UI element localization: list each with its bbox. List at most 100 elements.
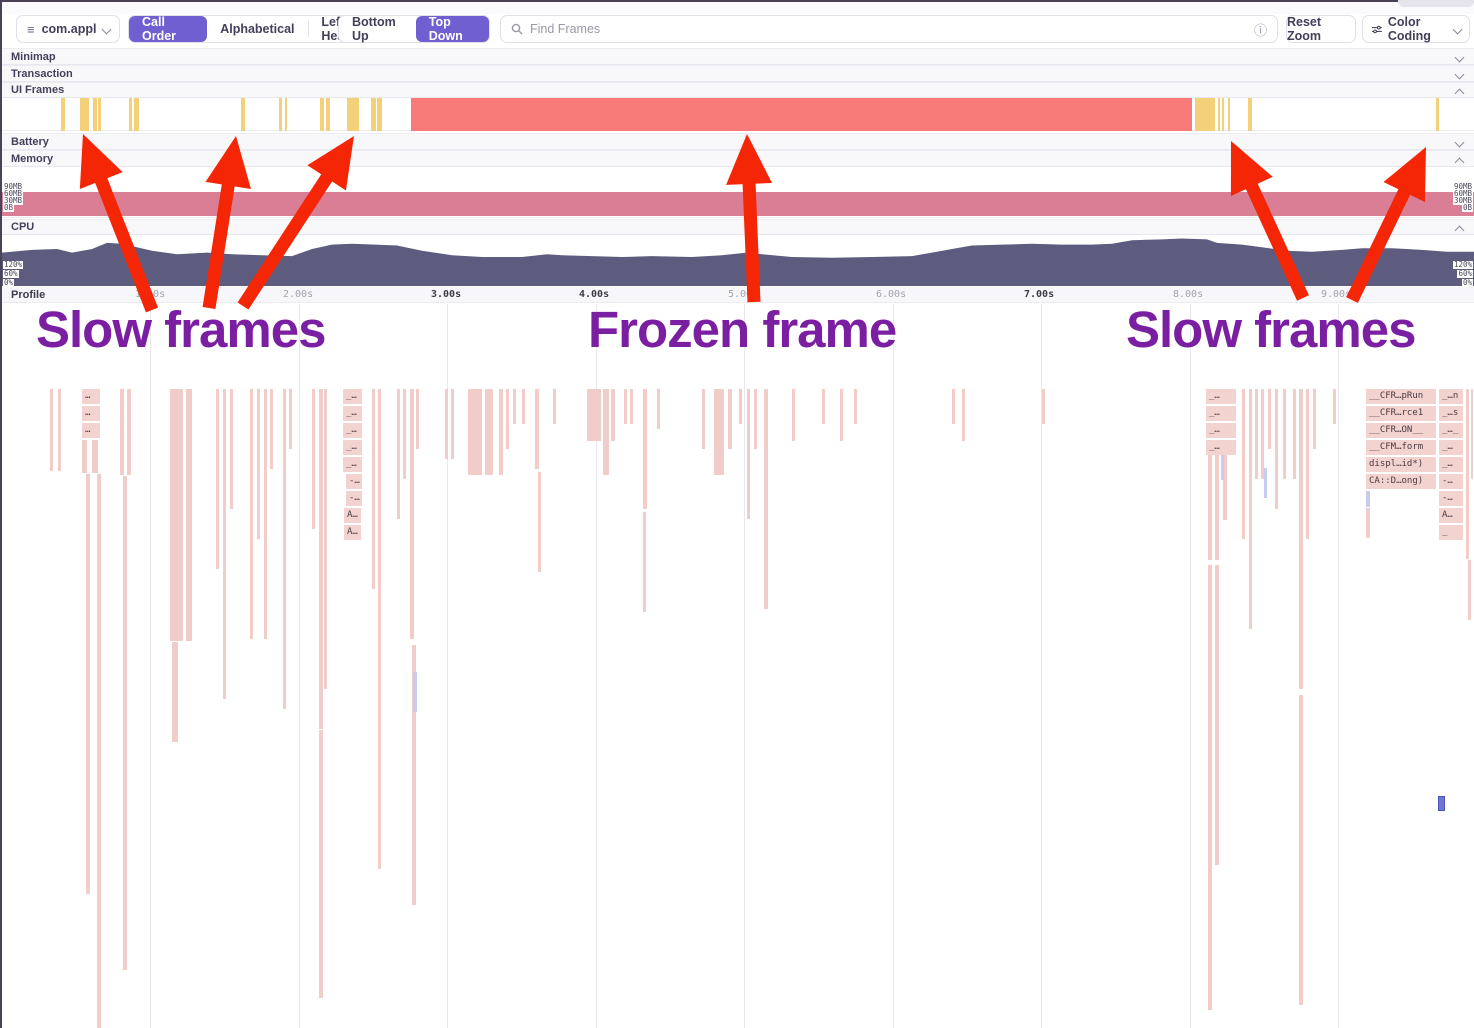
flame-frame[interactable] (413, 672, 417, 712)
flame-frame[interactable] (416, 389, 419, 449)
flame-frame[interactable] (1299, 695, 1303, 1005)
flame-frame-labeled[interactable]: -… (1439, 474, 1463, 489)
slow-frame-bar[interactable] (285, 98, 287, 131)
flame-frame-labeled[interactable]: _… (343, 389, 362, 404)
flame-frame[interactable] (378, 389, 381, 869)
flame-frame[interactable] (1366, 508, 1370, 538)
flame-frame-labeled[interactable]: displ…id*) (1366, 457, 1436, 472)
slow-frame-bar[interactable] (1195, 98, 1215, 131)
flame-frame-labeled[interactable]: _…_ (1439, 423, 1463, 438)
flame-frame[interactable] (499, 389, 503, 475)
slow-frame-bar[interactable] (1436, 98, 1439, 131)
flame-frame-labeled[interactable]: _… (343, 423, 362, 438)
flame-frame[interactable] (270, 389, 273, 469)
flame-frame[interactable] (553, 389, 556, 424)
flame-frame-labeled[interactable]: … (82, 423, 100, 438)
info-icon[interactable]: ⓘ (1253, 23, 1267, 39)
flame-frame[interactable] (702, 389, 705, 449)
flame-frame[interactable] (1215, 565, 1219, 865)
flame-frame[interactable] (1275, 389, 1278, 509)
slow-frame-bar[interactable] (347, 98, 359, 131)
slow-frame-bar[interactable] (1222, 98, 1224, 131)
flame-frame[interactable] (513, 389, 516, 424)
flame-frame[interactable] (319, 730, 323, 998)
flame-frame[interactable] (1223, 440, 1227, 520)
chevron-down-icon[interactable] (1456, 138, 1464, 146)
flame-frame[interactable] (412, 645, 416, 905)
flame-frame[interactable] (1468, 560, 1471, 620)
flame-frame-labeled[interactable]: A… (344, 525, 361, 540)
chevron-up-icon[interactable] (1456, 155, 1464, 163)
flame-frame[interactable] (82, 440, 87, 473)
track-transaction[interactable]: Transaction (2, 65, 1474, 82)
flame-frame[interactable] (1366, 491, 1370, 507)
find-frames-input[interactable]: Find Frames ⓘ (500, 15, 1278, 43)
flame-frame[interactable] (506, 389, 509, 449)
flame-frame[interactable] (1438, 796, 1445, 811)
flame-frame-labeled[interactable]: __CFR…rce1 (1366, 406, 1436, 421)
flame-frame[interactable] (840, 389, 843, 441)
flame-frame[interactable] (372, 389, 375, 589)
flame-frame[interactable] (451, 389, 454, 459)
flame-frame[interactable] (230, 389, 233, 509)
flame-frame[interactable] (1268, 389, 1271, 449)
flame-frame[interactable] (962, 389, 965, 441)
flame-frame-labeled[interactable]: A… (1439, 508, 1463, 523)
flame-frame[interactable] (264, 389, 267, 639)
flame-frame[interactable] (1283, 389, 1286, 479)
flame-frame[interactable] (754, 389, 757, 449)
flame-frame[interactable] (624, 389, 627, 424)
flame-frame[interactable] (728, 389, 732, 449)
flame-frame[interactable] (522, 389, 525, 424)
flame-frame[interactable] (283, 389, 286, 709)
flame-frame[interactable] (289, 389, 292, 449)
flame-frame-labeled[interactable]: _…s (1439, 406, 1463, 421)
flame-frame-labeled[interactable]: _ (1439, 525, 1463, 540)
slow-frame-bar[interactable] (1228, 98, 1230, 131)
flame-frame[interactable] (1306, 389, 1309, 539)
flame-frame[interactable] (630, 389, 633, 424)
flame-frame[interactable] (747, 389, 750, 519)
flame-frame[interactable] (1333, 389, 1336, 424)
flame-frame[interactable] (1471, 389, 1473, 479)
tab-call-order[interactable]: Call Order (129, 15, 208, 43)
flame-frame[interactable] (1313, 389, 1316, 449)
flame-frame[interactable] (324, 389, 327, 689)
profile-dropdown[interactable]: ≡ com.apple.... (16, 15, 120, 43)
flame-frame[interactable] (1042, 389, 1045, 424)
flame-frame-labeled[interactable]: -… (1439, 491, 1463, 506)
flame-frame-labeled[interactable]: _… (1206, 423, 1236, 438)
flame-frame[interactable] (538, 472, 541, 572)
slow-frame-bar[interactable] (326, 98, 330, 131)
flame-frame[interactable] (92, 440, 98, 473)
flame-frame[interactable] (319, 389, 323, 729)
tab-bottom-up[interactable]: Bottom Up (352, 15, 396, 43)
flame-frame-labeled[interactable]: A… (344, 508, 361, 523)
flame-frame[interactable] (250, 389, 253, 639)
tab-alphabetical[interactable]: Alphabetical (220, 22, 295, 36)
flame-frame-labeled[interactable]: -… (346, 491, 362, 506)
flame-frame-labeled[interactable]: _… (1439, 440, 1463, 455)
flame-frame-labeled[interactable]: _… (1439, 457, 1463, 472)
flame-frame[interactable] (739, 389, 742, 424)
slow-frame-bar[interactable] (129, 98, 132, 131)
slow-frame-bar[interactable] (320, 98, 324, 131)
flame-frame-labeled[interactable]: __CFR…pRun (1366, 389, 1436, 404)
chevron-down-icon[interactable] (1456, 70, 1464, 78)
flame-frame[interactable] (1208, 440, 1212, 560)
flame-frame[interactable] (643, 389, 647, 509)
flame-frame[interactable] (50, 389, 53, 471)
flame-frame[interactable] (410, 389, 414, 639)
flame-frame[interactable] (257, 389, 260, 539)
frozen-frame-bar[interactable] (411, 98, 1192, 131)
flame-frame[interactable] (822, 389, 825, 424)
flame-frame[interactable] (1261, 389, 1264, 479)
flame-frame-labeled[interactable]: _… (343, 440, 362, 455)
flame-frame[interactable] (1255, 389, 1258, 479)
flame-frame-labeled[interactable]: … (82, 406, 100, 421)
slow-frame-bar[interactable] (93, 98, 97, 131)
flame-frame[interactable] (223, 389, 226, 699)
tab-top-down[interactable]: Top Down (415, 15, 489, 43)
flame-frame[interactable] (127, 389, 131, 475)
flame-frame[interactable] (1208, 565, 1212, 1010)
